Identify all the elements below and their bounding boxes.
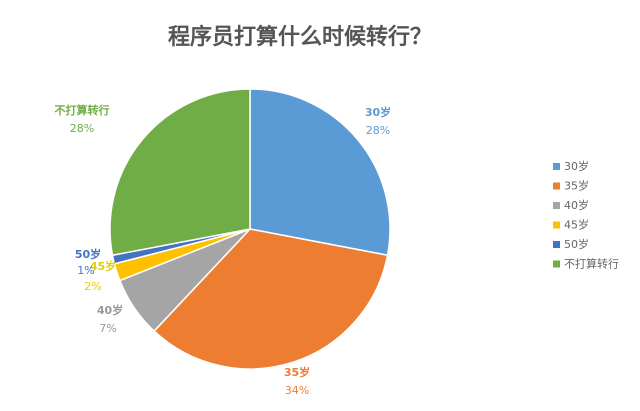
slice-category-label: 50岁 xyxy=(75,247,101,261)
chart-title: 程序员打算什么时候转行？ xyxy=(168,24,432,50)
slice-category-label: 35岁 xyxy=(284,365,310,379)
slice-value-label: 1% xyxy=(77,264,94,277)
slice-category-label: 45岁 xyxy=(90,259,116,273)
legend-swatch xyxy=(553,202,560,209)
legend-label: 35岁 xyxy=(564,179,589,193)
legend-swatch xyxy=(553,221,560,229)
legend-label: 50岁 xyxy=(564,237,589,251)
legend-label: 30岁 xyxy=(564,159,589,173)
slice-value-label: 2% xyxy=(84,280,101,293)
slice-value-label: 28% xyxy=(366,124,390,137)
legend-swatch xyxy=(553,163,560,170)
legend-label: 40岁 xyxy=(564,198,589,212)
slice-value-label: 34% xyxy=(285,384,309,397)
legend-swatch xyxy=(553,241,560,248)
pie-slice xyxy=(153,228,389,370)
legend-swatch xyxy=(553,182,560,190)
slice-category-label: 30岁 xyxy=(365,105,391,119)
slice-value-label: 7% xyxy=(99,322,116,335)
legend-swatch xyxy=(553,260,560,268)
pie-slice xyxy=(109,88,251,257)
slice-value-label: 28% xyxy=(70,122,94,135)
slice-category-label: 不打算转行 xyxy=(55,103,110,117)
legend-label: 不打算转行 xyxy=(564,257,619,271)
pie-slice xyxy=(249,88,391,257)
legend-label: 45岁 xyxy=(564,218,589,232)
slice-category-label: 40岁 xyxy=(97,303,123,317)
